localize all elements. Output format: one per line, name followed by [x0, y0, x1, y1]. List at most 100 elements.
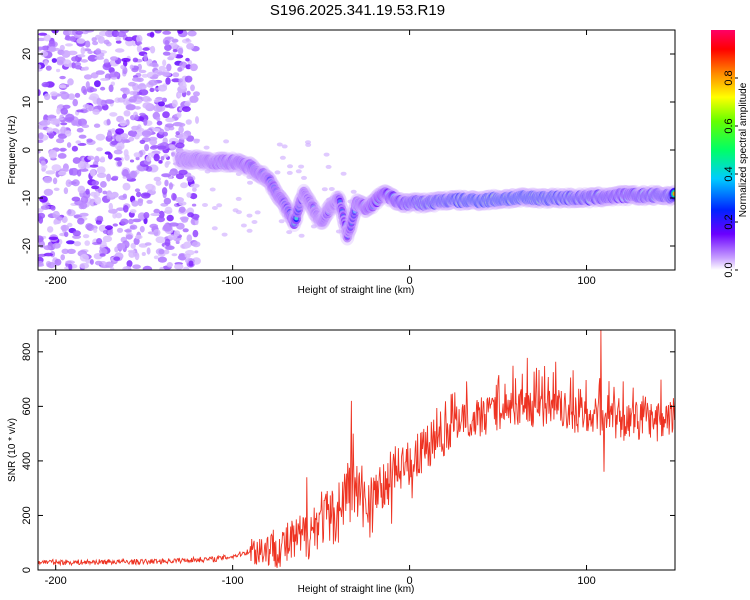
snr-x-tick-label: -100	[222, 575, 244, 587]
speckle	[72, 157, 81, 164]
speckle	[194, 250, 199, 254]
speckle	[325, 164, 332, 169]
speckle	[172, 72, 180, 78]
speckle	[72, 98, 78, 107]
speckle	[82, 234, 90, 239]
speckle	[40, 51, 49, 57]
speckle	[164, 179, 169, 187]
speckle	[181, 106, 191, 112]
speckle	[155, 180, 162, 186]
speckle	[274, 170, 281, 175]
speckle	[66, 248, 76, 254]
speckle	[153, 153, 160, 162]
speckle	[102, 190, 108, 195]
speckle	[84, 30, 94, 33]
speckle	[100, 156, 105, 162]
speckle	[107, 130, 112, 139]
speckle	[73, 241, 82, 247]
speckle	[122, 266, 129, 270]
snr-y-label: SNR (10 * v/v)	[7, 418, 18, 482]
colorbar-tick-label: 0.6	[723, 118, 735, 133]
colorbar-tick-label: 0.0	[723, 262, 735, 277]
speckle	[75, 140, 81, 144]
speckle	[129, 224, 138, 230]
speckle	[128, 136, 135, 142]
speckle	[186, 176, 194, 183]
snr-y-tick-label: 400	[21, 452, 33, 470]
speckle	[53, 187, 60, 191]
speckle	[65, 130, 72, 137]
speckle	[223, 139, 230, 144]
speckle	[79, 262, 90, 269]
speckle	[165, 245, 175, 250]
speckle	[38, 235, 44, 243]
speckle	[114, 157, 122, 161]
speckle	[77, 217, 85, 225]
speckle	[128, 96, 137, 103]
speckle	[171, 99, 178, 108]
speckle	[79, 168, 89, 172]
snr-x-tick-label: 0	[407, 575, 413, 587]
speckle	[115, 212, 122, 219]
speckle	[51, 58, 57, 63]
speckle	[48, 149, 57, 157]
speckle	[97, 187, 103, 194]
colorbar-tick-label: 0.8	[723, 70, 735, 85]
speckle	[191, 241, 201, 248]
speckle	[50, 91, 58, 97]
speckle	[115, 36, 121, 41]
speckle	[186, 135, 195, 142]
speckle	[124, 229, 132, 233]
speckle	[111, 128, 116, 134]
speckle	[136, 44, 142, 53]
speckle	[138, 89, 149, 96]
speckle	[164, 206, 173, 215]
speckle	[135, 156, 140, 161]
speckle	[180, 182, 188, 189]
speckle	[115, 134, 122, 142]
speckle	[137, 83, 147, 90]
speckle	[156, 216, 165, 223]
speckle	[60, 122, 68, 126]
speckle	[146, 199, 153, 204]
speckle	[86, 104, 94, 112]
speckle	[149, 138, 158, 146]
spectrogram-plot	[38, 30, 675, 270]
speckle	[122, 87, 130, 95]
speckle	[132, 218, 142, 223]
speckle	[66, 142, 72, 148]
speckle	[87, 50, 93, 54]
speckle	[65, 179, 72, 187]
speckle	[68, 263, 73, 270]
speckle	[58, 170, 67, 176]
speckle	[87, 54, 98, 62]
speckle	[109, 112, 118, 117]
speckle	[176, 111, 182, 119]
spectrogram-x-tick-label: -200	[45, 275, 67, 287]
speckle	[141, 130, 152, 138]
speckle	[117, 160, 122, 167]
speckle	[38, 261, 44, 266]
speckle	[144, 144, 150, 152]
speckle	[139, 139, 146, 144]
speckle	[191, 203, 197, 207]
speckle	[40, 160, 46, 166]
speckle	[281, 144, 288, 149]
speckle	[54, 258, 62, 266]
speckle	[149, 31, 155, 38]
speckle	[157, 84, 168, 92]
speckle	[178, 206, 186, 213]
speckle	[103, 39, 110, 45]
snr-plot	[38, 330, 675, 568]
speckle	[186, 43, 195, 50]
speckle	[48, 236, 59, 240]
speckle	[132, 264, 141, 270]
speckle	[96, 172, 107, 178]
speckle	[153, 99, 160, 103]
speckle	[146, 247, 151, 255]
speckle	[143, 118, 148, 126]
speckle	[90, 169, 96, 177]
speckle	[178, 132, 188, 140]
speckle	[108, 84, 114, 93]
speckle	[48, 46, 57, 53]
